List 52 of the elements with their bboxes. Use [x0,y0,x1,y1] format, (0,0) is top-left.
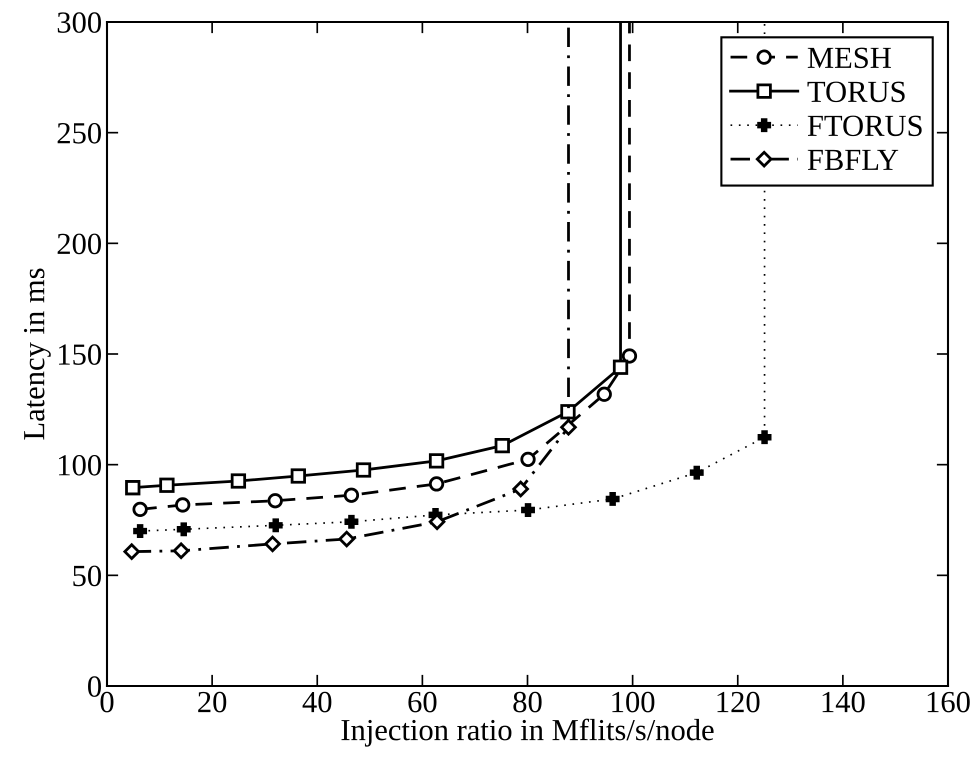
point [560,418,577,436]
y-axis-title: Latency in ms [24,268,51,440]
legend-label: FTORUS [808,116,922,136]
point [428,476,444,492]
point [520,452,536,467]
legend-label: MESH [808,48,891,68]
point [176,522,191,536]
point [428,453,444,469]
y-tick-label: 150 [58,344,101,365]
x-tick-label: 140 [822,692,865,712]
point [290,468,306,484]
point [596,386,612,402]
x-axis-title: Injection ratio in Mflits/s/node [341,718,714,747]
y-tick-label: 0 [88,676,101,697]
x-tick-label: 120 [718,692,760,712]
point [175,497,190,513]
point [133,524,148,538]
point [125,480,140,496]
point [356,462,372,478]
x-tick-label: 100 [612,692,654,712]
point [560,404,576,420]
point [338,530,355,548]
y-tick-label: 300 [58,12,101,33]
y-tick-label: 200 [58,234,101,254]
x-tick-label: 60 [408,692,436,712]
point [230,473,246,489]
legend-label: FBFLY [808,150,898,170]
x-tick-label: 20 [198,692,226,712]
point [159,478,175,493]
point [521,503,535,517]
point [344,488,360,503]
x-tick-label: 40 [302,692,332,712]
point [132,502,148,518]
y-tick-label: 50 [73,566,101,586]
point [172,542,190,560]
point [622,348,638,364]
y-tick-label: 250 [58,122,101,144]
point [758,430,772,444]
point [494,438,510,454]
point [268,493,283,508]
point [612,360,628,375]
point [264,536,281,552]
point [512,480,529,498]
x-tick-label: 160 [928,692,970,712]
point [344,514,358,529]
point [690,466,704,480]
legend-label: TORUS [807,82,905,102]
point [268,518,283,532]
point [606,492,620,506]
point [123,543,140,560]
y-tick-label: 100 [58,454,101,476]
x-tick-label: 80 [513,692,542,712]
